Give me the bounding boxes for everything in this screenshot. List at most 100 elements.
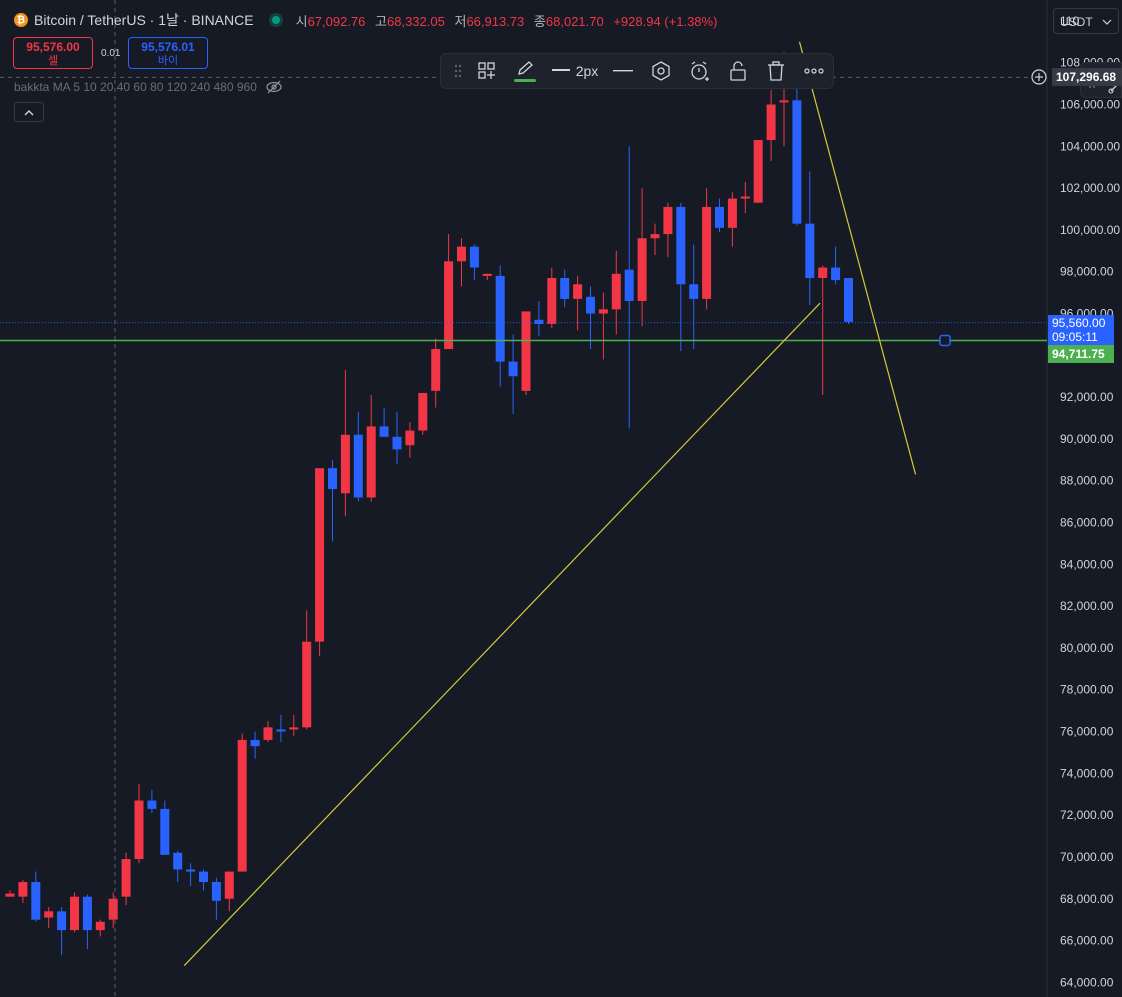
candle-body [250,739,260,747]
candle-body [392,436,402,450]
template-icon[interactable] [469,53,505,89]
candle-body [560,277,570,299]
price-tick-label: 72,000.00 [1060,808,1114,822]
candle-body [211,882,221,901]
unlock-icon[interactable] [719,53,757,89]
pencil-icon [518,60,533,75]
sell-button[interactable]: 95,576.00 셀 [13,37,93,69]
trendline [798,41,917,475]
high-label: 고 [375,13,387,29]
candle-body [844,277,853,322]
collapse-legend-button[interactable] [14,102,44,122]
candle-body [444,261,454,350]
drawing-toolbar: 2px [440,53,834,89]
buy-price: 95,576.01 [141,40,195,54]
candle-body [431,349,441,391]
price-tick-label: 106,000.00 [1060,98,1120,112]
candle-body [147,800,157,809]
candle-body [547,277,557,324]
more-icon[interactable] [795,53,833,89]
pencil-color-button[interactable] [505,53,545,89]
eye-off-icon[interactable] [265,80,283,94]
candle-body [31,882,41,920]
line-width-button[interactable]: 2px [545,53,605,89]
candle-body [521,311,531,391]
price-tick-label: 86,000.00 [1060,516,1114,530]
open-value: 67,092.76 [307,13,366,29]
candle-body [573,284,583,299]
candle-body [650,234,660,239]
last-price-badge: 95,560.00 09:05:11 [1048,314,1114,345]
hline-price: 94,711.75 [1052,347,1105,362]
open-label: 시 [295,13,308,29]
candle-body [482,273,492,276]
candle-body [469,246,479,268]
candle-body [702,206,712,299]
symbol-title[interactable]: Bitcoin / TetherUS · 1날 · BINANCE [34,12,254,28]
candle-body [353,434,363,498]
buy-button[interactable]: 95,576.01 바이 [128,37,208,69]
hline-handle [939,334,951,347]
candle-body [70,896,79,931]
low-value: 66,913.73 [466,13,525,29]
candle-body [366,426,376,498]
symbol-header: ₿ Bitcoin / TetherUS · 1날 · BINANCE 시67,… [14,10,723,30]
last-price: 95,560.00 [1052,315,1106,330]
plus-circle-icon[interactable] [1030,68,1048,86]
currency-label: USDT [1060,15,1093,29]
chevron-up-icon [24,110,34,116]
sell-price: 95,576.00 [26,40,80,54]
indicator-label: bakkta MA 5 10 20 40 60 80 120 240 480 9… [14,80,257,94]
currency-select[interactable]: USDT [1053,8,1119,34]
candle-body [818,267,828,278]
candle-body [495,275,505,362]
price-tick-label: 110 [1060,14,1079,28]
spread-value: 0.01 [101,48,121,59]
settings-icon[interactable] [641,53,681,89]
candle-body [237,739,247,872]
candle-body [405,430,415,446]
price-tick-label: 70,000.00 [1060,850,1114,864]
candle-body [263,727,273,740]
candle-body [302,641,312,728]
price-tick-label: 100,000.00 [1060,223,1120,237]
price-tick-label: 84,000.00 [1060,557,1114,571]
candle-body [611,273,621,310]
candle-body [753,140,763,203]
candle-body [676,206,686,285]
candle-body [340,434,350,494]
price-tick-label: 98,000.00 [1060,265,1114,279]
indicator-legend[interactable]: bakkta MA 5 10 20 40 60 80 120 240 480 9… [14,80,283,94]
price-tick-label: 76,000.00 [1060,725,1114,739]
candle-body [805,223,815,278]
candle-body [534,319,544,324]
price-tick-label: 102,000.00 [1060,181,1120,195]
candle-body [637,238,647,301]
price-tick-label: 68,000.00 [1060,892,1114,906]
price-tick-label: 90,000.00 [1060,432,1114,446]
candle-body [457,246,466,262]
candle-body [18,882,28,897]
candle-body [108,898,118,920]
candle-body [289,727,299,730]
candle-body [831,267,841,281]
price-tick-label: 64,000.00 [1060,975,1114,989]
candle-body [186,869,196,872]
candle-body [598,309,608,314]
trash-icon[interactable] [757,53,795,89]
price-axis-panel[interactable] [1047,0,1122,997]
candle-body [663,206,673,235]
candle-body [57,911,67,931]
candle-body [727,198,737,228]
price-tick-label: 80,000.00 [1060,641,1114,655]
price-tick-label: 82,000.00 [1060,599,1114,613]
ohlc-values: 시67,092.76 고68,332.05 저66,913.73 종68,021… [296,11,724,30]
candle-body [792,100,802,224]
alert-icon[interactable] [681,53,719,89]
drag-handle-icon[interactable] [447,53,469,89]
line-style-icon[interactable] [605,53,641,89]
candle-body [328,468,337,490]
hline-price-badge: 94,711.75 [1048,345,1114,364]
